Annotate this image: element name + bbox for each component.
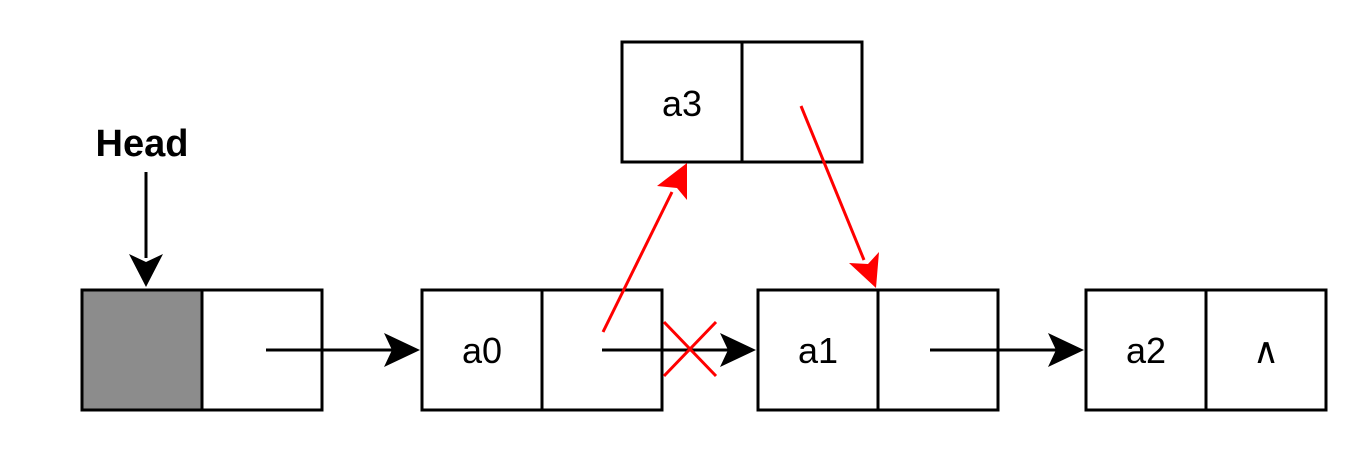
node-a3-next-cell [740, 40, 864, 164]
head-label: Head [96, 123, 189, 165]
new-link-a0-to-a3 [601, 163, 687, 333]
node-a3-data-cell [620, 40, 744, 164]
link-a0-to-a1 [602, 333, 756, 367]
node-a3: a3 [620, 40, 864, 164]
node-a2-next-cell [1204, 288, 1328, 412]
node-a2-label: a2 [1126, 330, 1166, 371]
head-node [80, 288, 324, 412]
node-a0-data-cell [420, 288, 544, 412]
node-a1-label: a1 [798, 330, 838, 371]
head-node-data-cell [80, 288, 204, 412]
null-pointer-symbol: ∧ [1253, 330, 1279, 371]
removed-link-cross-mark [662, 320, 718, 378]
link-a1-to-a2 [930, 333, 1084, 367]
new-link-a3-to-a1 [799, 105, 879, 288]
node-a3-label: a3 [662, 83, 702, 124]
node-a1: a1 [756, 288, 1000, 412]
link-head-to-a0 [266, 333, 420, 367]
node-a2: a2 ∧ [1084, 288, 1328, 412]
head-pointer-arrow [129, 172, 163, 287]
node-a0-label: a0 [462, 330, 502, 371]
